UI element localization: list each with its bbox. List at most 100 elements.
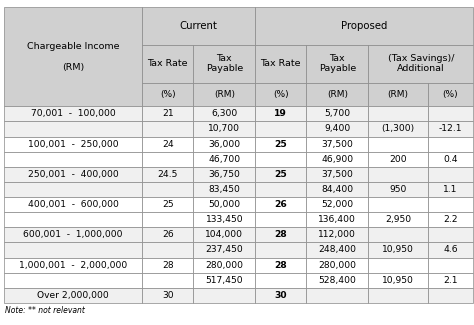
Bar [368, 167, 428, 182]
Bar [142, 122, 193, 136]
Text: 5,700: 5,700 [324, 109, 350, 118]
Bar [193, 106, 255, 122]
Text: 28: 28 [162, 261, 173, 270]
Bar [428, 136, 473, 152]
Bar [4, 136, 142, 152]
Bar [193, 273, 255, 288]
Bar [142, 45, 193, 83]
Bar [306, 167, 368, 182]
Text: 37,500: 37,500 [321, 170, 353, 179]
Bar [142, 242, 193, 257]
Bar [255, 182, 306, 197]
Text: 26: 26 [274, 200, 287, 209]
Bar [368, 227, 428, 242]
Bar [255, 152, 306, 167]
Text: 21: 21 [162, 109, 173, 118]
Bar [4, 273, 142, 288]
Bar [255, 197, 306, 212]
Bar [4, 106, 142, 122]
Text: 24: 24 [162, 139, 173, 149]
Bar [4, 242, 142, 257]
Bar [255, 122, 306, 136]
Text: Chargeable Income

(RM): Chargeable Income (RM) [27, 42, 119, 72]
Text: 10,950: 10,950 [382, 276, 414, 285]
Text: 4.6: 4.6 [443, 245, 458, 254]
Text: Tax
Payable: Tax Payable [319, 54, 356, 73]
Text: -12.1: -12.1 [439, 124, 462, 134]
Bar [428, 242, 473, 257]
Text: (RM): (RM) [388, 90, 409, 99]
Text: 600,001  -  1,000,000: 600,001 - 1,000,000 [23, 230, 123, 239]
Bar [368, 136, 428, 152]
Bar [142, 136, 193, 152]
Text: (%): (%) [273, 90, 289, 99]
Bar [306, 182, 368, 197]
Bar [255, 273, 306, 288]
Text: 237,450: 237,450 [205, 245, 243, 254]
Bar [428, 257, 473, 273]
Bar [368, 288, 428, 303]
Bar [255, 257, 306, 273]
Text: 280,000: 280,000 [205, 261, 243, 270]
Bar [193, 182, 255, 197]
Text: 400,001  -  600,000: 400,001 - 600,000 [27, 200, 118, 209]
Text: 25: 25 [274, 139, 287, 149]
Text: 25: 25 [274, 170, 287, 179]
Text: 2.1: 2.1 [443, 276, 458, 285]
Text: (Tax Savings)/
Additional: (Tax Savings)/ Additional [388, 54, 454, 73]
Text: (RM): (RM) [214, 90, 235, 99]
Bar [306, 212, 368, 227]
Bar [142, 83, 193, 106]
Bar [306, 242, 368, 257]
Bar [368, 197, 428, 212]
Bar [428, 227, 473, 242]
Bar [4, 182, 142, 197]
Text: Tax Rate: Tax Rate [261, 59, 301, 68]
Bar [306, 257, 368, 273]
Text: (%): (%) [160, 90, 175, 99]
Bar [368, 106, 428, 122]
Bar [4, 212, 142, 227]
Bar [428, 197, 473, 212]
Bar [368, 83, 428, 106]
Bar [368, 45, 473, 83]
Text: 528,400: 528,400 [319, 276, 356, 285]
Bar [193, 122, 255, 136]
Text: 25: 25 [162, 200, 173, 209]
Bar [428, 288, 473, 303]
Text: 200: 200 [389, 155, 407, 164]
Text: 28: 28 [274, 261, 287, 270]
Bar [193, 152, 255, 167]
Text: Note: ** not relevant: Note: ** not relevant [5, 306, 85, 315]
Text: 2,950: 2,950 [385, 215, 411, 224]
Text: 1,000,001  -  2,000,000: 1,000,001 - 2,000,000 [19, 261, 127, 270]
Bar [306, 83, 368, 106]
Bar [142, 106, 193, 122]
Bar [428, 212, 473, 227]
Bar [368, 152, 428, 167]
Text: 9,400: 9,400 [324, 124, 350, 134]
Text: 6,300: 6,300 [211, 109, 237, 118]
Text: 248,400: 248,400 [319, 245, 356, 254]
Bar [368, 212, 428, 227]
Bar [306, 288, 368, 303]
Bar [142, 197, 193, 212]
Bar [306, 136, 368, 152]
Bar [142, 288, 193, 303]
Bar [142, 273, 193, 288]
Bar [306, 152, 368, 167]
Bar [4, 122, 142, 136]
Text: 1.1: 1.1 [443, 185, 457, 194]
Text: 36,750: 36,750 [209, 170, 240, 179]
Bar [306, 106, 368, 122]
Bar [255, 106, 306, 122]
Bar [142, 212, 193, 227]
Bar [255, 45, 306, 83]
Text: 0.4: 0.4 [443, 155, 458, 164]
Text: 24.5: 24.5 [157, 170, 178, 179]
Bar [193, 45, 255, 83]
Bar [428, 167, 473, 182]
Bar [306, 197, 368, 212]
Bar [193, 227, 255, 242]
Bar [193, 288, 255, 303]
